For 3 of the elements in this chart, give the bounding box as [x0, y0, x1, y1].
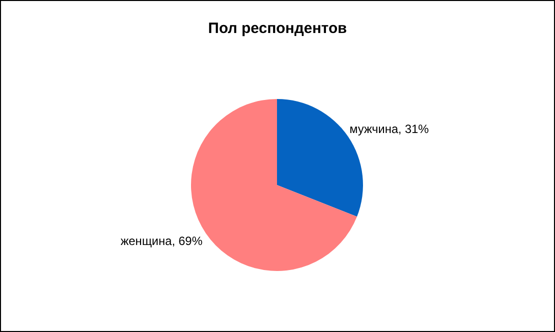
slice-label: женщина, 69%	[120, 234, 203, 248]
slice-label: мужчина, 31%	[350, 122, 430, 136]
chart-title: Пол респондентов	[208, 20, 347, 37]
